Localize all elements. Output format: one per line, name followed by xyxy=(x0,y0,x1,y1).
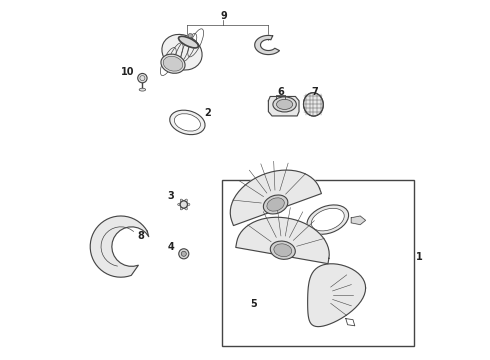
Circle shape xyxy=(179,249,189,259)
Text: 8: 8 xyxy=(137,231,144,241)
Polygon shape xyxy=(90,216,149,277)
Circle shape xyxy=(138,73,147,83)
Text: 7: 7 xyxy=(312,87,318,97)
Text: 4: 4 xyxy=(168,242,174,252)
Polygon shape xyxy=(236,217,329,264)
Ellipse shape xyxy=(163,56,183,71)
Ellipse shape xyxy=(180,205,184,210)
Circle shape xyxy=(188,33,193,38)
Ellipse shape xyxy=(184,205,187,210)
Text: 9: 9 xyxy=(220,11,227,21)
Polygon shape xyxy=(255,35,279,55)
Polygon shape xyxy=(308,264,366,327)
Text: 6: 6 xyxy=(278,87,284,97)
Text: 5: 5 xyxy=(250,299,257,309)
Ellipse shape xyxy=(276,99,293,109)
Ellipse shape xyxy=(161,54,185,73)
Text: 3: 3 xyxy=(168,191,174,201)
Ellipse shape xyxy=(274,244,292,257)
Polygon shape xyxy=(351,216,366,225)
Ellipse shape xyxy=(303,93,323,116)
Ellipse shape xyxy=(178,36,198,48)
Polygon shape xyxy=(269,96,299,116)
Ellipse shape xyxy=(267,198,284,211)
Text: 1: 1 xyxy=(416,252,423,262)
Ellipse shape xyxy=(178,203,183,206)
Ellipse shape xyxy=(307,205,348,234)
Text: 2: 2 xyxy=(204,108,211,118)
Polygon shape xyxy=(230,170,321,226)
Ellipse shape xyxy=(270,241,295,259)
Ellipse shape xyxy=(184,199,187,204)
Ellipse shape xyxy=(263,195,288,214)
Ellipse shape xyxy=(139,88,146,91)
Ellipse shape xyxy=(170,110,205,135)
Ellipse shape xyxy=(162,35,202,70)
Text: 10: 10 xyxy=(121,67,135,77)
Ellipse shape xyxy=(180,199,184,204)
Ellipse shape xyxy=(184,203,190,206)
Ellipse shape xyxy=(311,208,344,231)
Bar xyxy=(221,180,414,346)
Ellipse shape xyxy=(174,114,200,131)
Circle shape xyxy=(181,251,186,256)
Ellipse shape xyxy=(273,97,296,112)
Circle shape xyxy=(180,201,187,208)
Circle shape xyxy=(180,201,187,208)
